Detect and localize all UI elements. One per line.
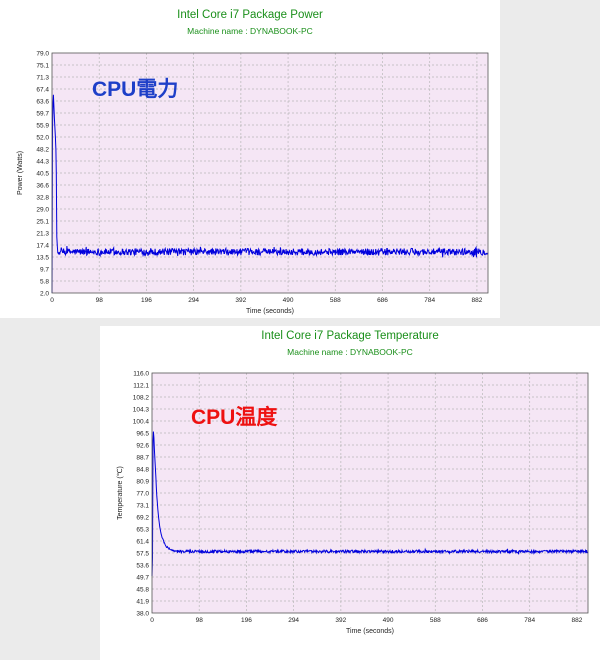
temperature-y-tick-label: 53.6 <box>136 563 149 570</box>
temperature-x-tick-label: 196 <box>241 617 252 624</box>
power-x-tick-label: 392 <box>235 297 246 304</box>
power-chart-subtitle: Machine name : DYNABOOK-PC <box>187 26 313 36</box>
power-chart: 2.0 5.8 9.7 13.5 17.4 21.3 25.1 29.0 32.8 36.6 40.… <box>17 51 489 315</box>
temperature-y-tick-label: 38.0 <box>136 611 149 618</box>
temperature-chart-subtitle: Machine name : DYNABOOK-PC <box>287 347 413 357</box>
power-x-tick-label: 686 <box>377 297 388 304</box>
temperature-y-tick-label: 104.3 <box>133 407 150 414</box>
temperature-y-tick-label: 69.2 <box>136 515 149 522</box>
temperature-annotation: CPU温度 <box>191 405 277 429</box>
temperature-y-tick-label: 65.3 <box>136 527 149 534</box>
temperature-chart: 38.0 41.9 45.8 49.7 53.6 57.5 61.4 65.3 69.2 73.1… <box>117 371 589 635</box>
temperature-x-tick-label: 0 <box>150 617 154 624</box>
temperature-y-axis-label: Temperature (℃) <box>117 466 124 520</box>
power-x-tick-label: 294 <box>188 297 199 304</box>
power-x-tick-label: 196 <box>141 297 152 304</box>
power-y-tick-label: 29.0 <box>36 207 49 214</box>
temperature-y-tick-label: 92.6 <box>136 443 149 450</box>
temperature-y-tick-label: 41.9 <box>136 599 149 606</box>
power-y-tick-label: 59.7 <box>36 111 49 118</box>
temperature-y-tick-label: 61.4 <box>136 539 149 546</box>
power-y-tick-label: 71.3 <box>36 75 49 82</box>
power-x-tick-label: 98 <box>96 297 104 304</box>
power-y-tick-label: 13.5 <box>36 255 49 262</box>
power-y-tick-label: 67.4 <box>36 87 49 94</box>
temperature-y-tick-label: 96.5 <box>136 431 149 438</box>
temperature-chart-panel: Intel Core i7 Package Temperature Machin… <box>100 326 600 660</box>
power-y-tick-label: 2.0 <box>40 291 49 298</box>
power-x-axis-label: Time (seconds) <box>246 308 294 315</box>
temperature-x-tick-label: 392 <box>335 617 346 624</box>
power-y-tick-label: 5.8 <box>40 279 49 286</box>
power-x-tick-label: 784 <box>424 297 435 304</box>
temperature-plot-border <box>151 372 589 614</box>
temperature-y-tick-label: 73.1 <box>136 503 149 510</box>
power-y-tick-label: 21.3 <box>36 231 49 238</box>
temperature-x-tick-label: 784 <box>524 617 535 624</box>
power-y-tick-label: 17.4 <box>36 243 49 250</box>
temperature-x-tick-label: 882 <box>571 617 582 624</box>
temperature-y-tick-label: 49.7 <box>136 575 149 582</box>
temperature-y-tick-label: 116.0 <box>133 371 149 378</box>
temperature-y-tick-label: 45.8 <box>136 587 149 594</box>
temperature-x-tick-label: 686 <box>477 617 488 624</box>
power-y-tick-label: 25.1 <box>36 219 49 226</box>
power-y-tick-label: 75.1 <box>36 63 49 70</box>
power-y-tick-label: 48.2 <box>36 147 49 154</box>
power-y-tick-label: 32.8 <box>36 195 49 202</box>
power-plot-border <box>51 52 489 294</box>
temperature-x-tick-label: 294 <box>288 617 299 624</box>
power-x-tick-label: 0 <box>50 297 54 304</box>
temperature-y-tick-label: 84.8 <box>136 467 149 474</box>
power-series-line <box>51 94 489 294</box>
temperature-chart-title: Intel Core i7 Package Temperature <box>261 330 439 342</box>
power-y-tick-label: 40.5 <box>36 171 49 178</box>
power-y-tick-label: 52.0 <box>36 135 49 142</box>
temperature-series-line <box>151 431 589 577</box>
temperature-x-tick-label: 98 <box>196 617 204 624</box>
power-y-tick-label: 79.0 <box>36 51 49 58</box>
temperature-y-tick-label: 112.1 <box>133 383 149 390</box>
temperature-y-tick-label: 77.0 <box>136 491 149 498</box>
temperature-y-tick-label: 88.7 <box>136 455 149 462</box>
temperature-y-tick-label: 108.2 <box>133 395 150 402</box>
power-y-tick-label: 36.6 <box>36 183 49 190</box>
power-y-axis-label: Power (Watts) <box>17 151 24 195</box>
power-x-tick-label: 588 <box>330 297 341 304</box>
power-x-tick-label: 882 <box>471 297 482 304</box>
temperature-y-tick-label: 57.5 <box>136 551 149 558</box>
temperature-y-tick-label: 80.9 <box>136 479 149 486</box>
power-y-tick-label: 44.3 <box>36 159 49 166</box>
power-y-tick-label: 9.7 <box>40 267 49 274</box>
temperature-x-axis-label: Time (seconds) <box>346 628 394 635</box>
temperature-x-tick-label: 588 <box>430 617 441 624</box>
power-x-tick-label: 490 <box>283 297 294 304</box>
power-y-tick-label: 63.6 <box>36 99 49 106</box>
power-chart-title: Intel Core i7 Package Power <box>177 9 323 21</box>
temperature-x-tick-label: 490 <box>383 617 394 624</box>
power-chart-panel: Intel Core i7 Package Power Machine name… <box>0 0 500 318</box>
temperature-y-tick-label: 100.4 <box>133 419 150 426</box>
power-annotation: CPU電力 <box>92 78 178 101</box>
power-y-tick-label: 55.9 <box>36 123 49 130</box>
